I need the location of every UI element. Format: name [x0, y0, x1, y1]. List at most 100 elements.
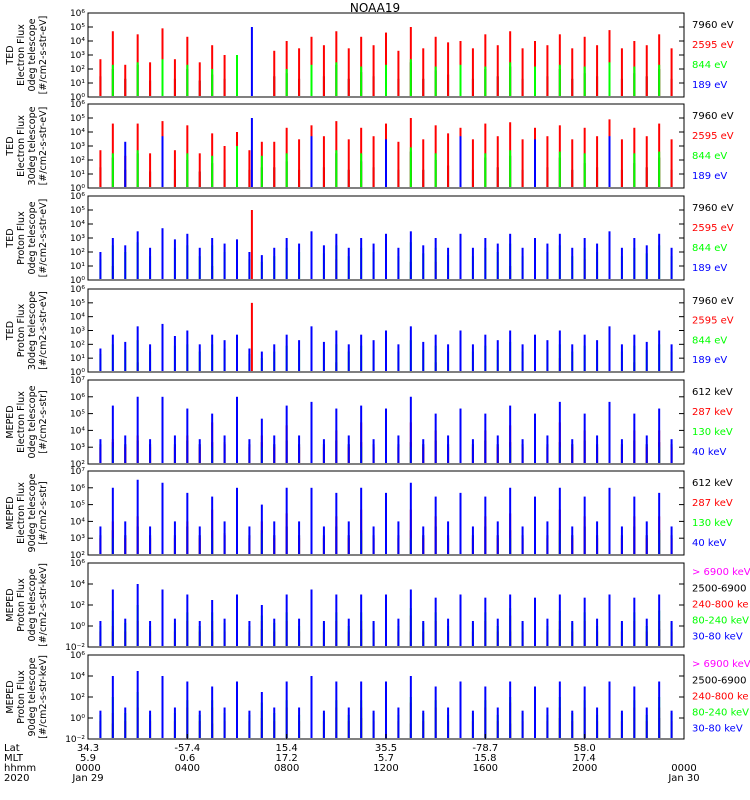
x-tick-label: 34.3 — [77, 743, 99, 754]
x-tick-label: 15.4 — [276, 743, 298, 754]
x-tick-label: 17.4 — [574, 753, 596, 764]
y-tick-label: 10² — [70, 460, 85, 470]
series-5 — [99, 670, 673, 738]
legend-entry: > 6900 keV — [692, 567, 750, 578]
panel-frame — [87, 379, 685, 465]
y-axis-label-line: MEPED — [5, 588, 16, 621]
legend-entry: 2500-6900 — [692, 583, 747, 594]
legend-entry: > 6900 keV — [692, 659, 750, 670]
y-tick-label: 10⁵ — [70, 501, 85, 511]
y-axis-label-line: Proton Flux — [16, 578, 27, 632]
x-tick-label: Jan 29 — [71, 773, 103, 784]
y-tick-label: 10⁶ — [70, 192, 85, 202]
legend-entry: 130 keV — [692, 518, 733, 529]
y-axis-label-line: [#/cm2-s-str] — [38, 390, 49, 453]
x-tick-label: 0000 — [671, 763, 696, 774]
x-tick-label: 0000 — [75, 763, 100, 774]
legend-entry: 40 keV — [692, 447, 726, 458]
legend-entry: 844 eV — [692, 151, 727, 162]
series-3 — [111, 55, 661, 96]
y-tick-label: 10⁻² — [65, 735, 85, 745]
panel-7: 10⁻² 10⁰ 10² 10⁴ 10⁶ MEPED Proton Flux 0deg tel… — [5, 559, 750, 653]
y-axis-label-line: 0deg telescope — [27, 568, 38, 641]
legend-entry: 40 keV — [692, 538, 726, 549]
y-tick-label: 10⁵ — [70, 410, 85, 420]
legend-entry: 7960 eV — [692, 296, 734, 307]
legend-entry: 240-800 ke — [692, 691, 749, 702]
legend-entry: 189 eV — [692, 355, 727, 366]
y-axis-label-line: 90deg telescope — [27, 473, 38, 552]
y-axis-label-line: Electron Flux — [16, 482, 27, 544]
x-tick-label: 2000 — [572, 763, 597, 774]
panel-1: 10⁰ 10¹ 10² 10³ 10⁴ 10⁵ 10⁶ TED Electron Flux 0de… — [5, 9, 734, 103]
panel-4: 10⁰ 10¹ 10² 10³ 10⁴ 10⁵ 10⁶ TED Proton Flux 30deg… — [5, 285, 734, 378]
y-tick-label: 10⁰ — [70, 276, 85, 286]
y-axis-label-line: Proton Flux — [16, 670, 27, 724]
x-tick-label: 58.0 — [574, 743, 596, 754]
legend-entry: 844 eV — [692, 243, 727, 254]
y-tick-label: 10⁰ — [70, 93, 85, 103]
legend-entry: 2595 eV — [692, 316, 734, 327]
legend-entry: 612 keV — [692, 478, 733, 489]
y-axis-label-line: 0deg telescope — [27, 18, 38, 91]
y-tick-label: 10⁰ — [70, 622, 85, 632]
y-axis-label-line: [#/cm2-s-str] — [38, 481, 49, 544]
y-tick-label: 10⁴ — [70, 128, 85, 138]
panel-2: 10⁰ 10¹ 10² 10³ 10⁴ 10⁵ 10⁶ TED Electron Flux 30d… — [5, 100, 734, 194]
legend-entry: 2500-6900 — [692, 675, 747, 686]
y-tick-label: 10³ — [70, 327, 85, 337]
legend-entry: 287 keV — [692, 407, 733, 418]
y-tick-label: 10² — [70, 601, 85, 611]
y-tick-label: 10⁻² — [65, 643, 85, 653]
y-axis-label-line: Electron Flux — [16, 391, 27, 453]
series-4 — [99, 228, 673, 279]
y-tick-label: 10¹ — [70, 79, 85, 89]
x-tick-label: 1200 — [373, 763, 398, 774]
y-axis-label-line: Proton Flux — [16, 303, 27, 357]
y-tick-label: 10⁶ — [70, 484, 85, 494]
x-row-label: 2020 — [4, 773, 29, 784]
y-tick-label: 10⁵ — [70, 206, 85, 216]
legend-entry: 189 eV — [692, 171, 727, 182]
x-row-label: hhmm — [4, 763, 36, 774]
y-axis-label-line: [#/cm2-s-str-keV] — [38, 655, 49, 739]
y-axis-label-line: TED — [5, 136, 16, 156]
y-tick-label: 10⁶ — [70, 285, 85, 295]
x-tick-label: 5.7 — [378, 753, 394, 764]
x-tick-label: 35.5 — [375, 743, 397, 754]
legend-entry: 844 eV — [692, 60, 727, 71]
legend-entry: 189 eV — [692, 80, 727, 91]
y-tick-label: 10⁴ — [70, 313, 85, 323]
series-4 — [99, 323, 673, 371]
series-5 — [99, 584, 673, 646]
y-tick-label: 10² — [70, 340, 85, 350]
panel-6: 10² 10³ 10⁴ 10⁵ 10⁶ 10⁷ MEPED Electron Flux 90de… — [5, 467, 733, 561]
x-tick-label: 0400 — [175, 763, 200, 774]
y-axis-label-line: MEPED — [5, 405, 16, 438]
legend-entry: 7960 eV — [692, 203, 734, 214]
y-tick-label: 10⁶ — [70, 9, 85, 19]
legend-entry: 2595 eV — [692, 131, 734, 142]
y-tick-label: 10⁰ — [70, 368, 85, 378]
x-tick-label: 0800 — [274, 763, 299, 774]
y-tick-label: 10⁶ — [70, 100, 85, 110]
y-tick-label: 10⁰ — [70, 714, 85, 724]
y-axis-label-line: [#/cm2-s-str-eV] — [38, 107, 49, 186]
y-axis-label-line: [#/cm2-s-str-eV] — [38, 199, 49, 278]
legend-entry: 7960 eV — [692, 20, 734, 31]
y-tick-label: 10² — [70, 156, 85, 166]
y-tick-label: 10⁷ — [70, 376, 85, 386]
y-axis-label-line: Electron Flux — [16, 24, 27, 86]
panel-frame — [87, 470, 685, 556]
x-axis: Lat 34.3 -57.4 15.4 35.5 -78.7 58.0 MLT 5.9 0.6 17… — [4, 734, 700, 784]
legend-entry: 80-240 keV — [692, 616, 749, 627]
legend-entry: 30-80 keV — [692, 724, 743, 735]
y-axis-label-line: 90deg telescope — [27, 657, 38, 736]
y-tick-label: 10⁴ — [70, 220, 85, 230]
x-tick-label: 0.6 — [179, 753, 195, 764]
legend-entry: 2595 eV — [692, 223, 734, 234]
legend-entry: 612 keV — [692, 387, 733, 398]
y-tick-label: 10⁴ — [70, 37, 85, 47]
y-tick-label: 10⁵ — [70, 23, 85, 33]
